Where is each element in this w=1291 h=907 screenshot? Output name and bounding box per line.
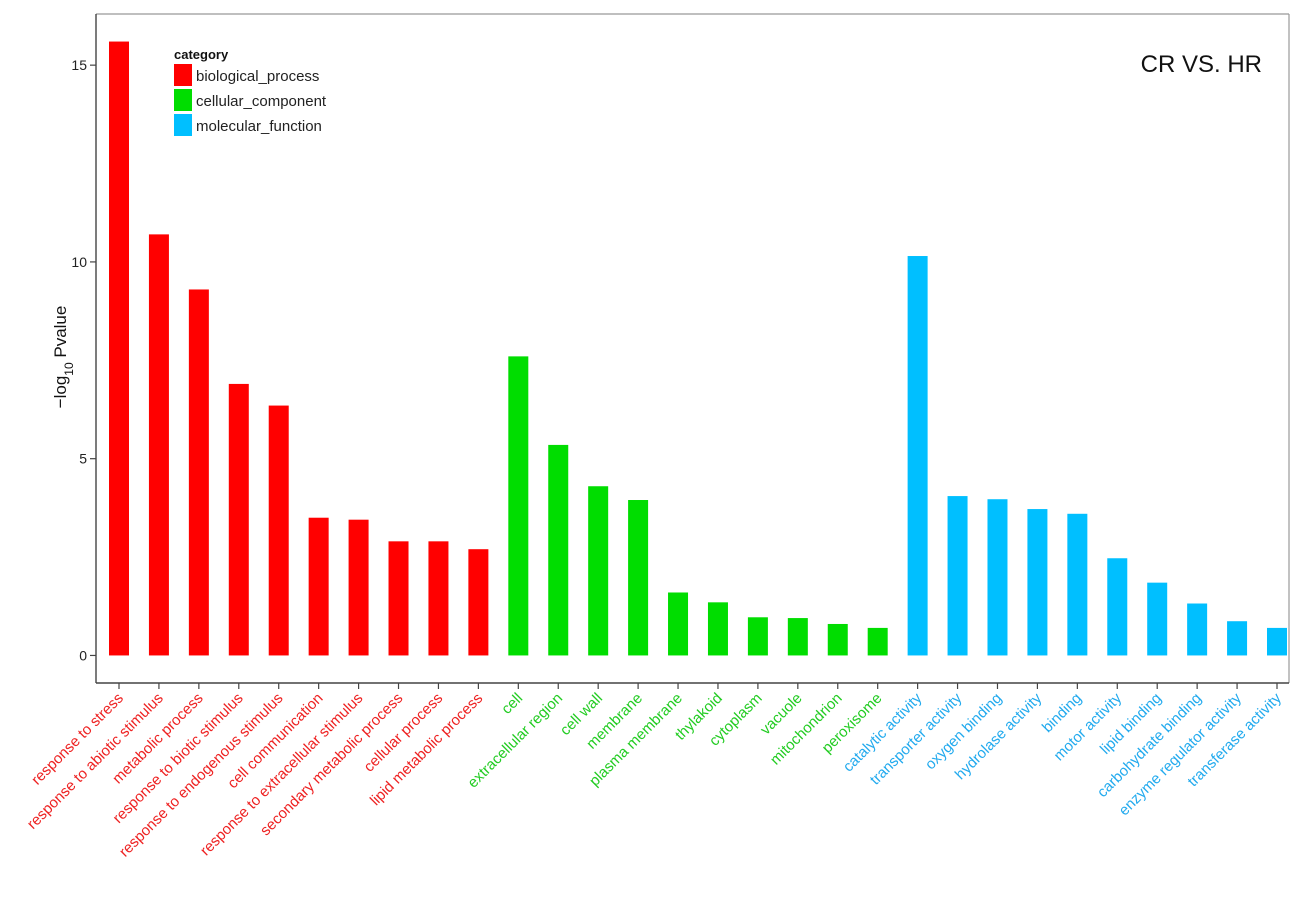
bar xyxy=(827,623,848,656)
bar xyxy=(188,289,209,656)
legend-swatch xyxy=(174,64,192,86)
plot-frame xyxy=(95,13,1290,684)
bar xyxy=(508,356,529,656)
y-tick-label: 15 xyxy=(71,57,87,73)
bar xyxy=(468,549,489,656)
bar xyxy=(1267,627,1287,656)
bar xyxy=(1187,603,1208,656)
legend-entry-label: cellular_component xyxy=(196,93,327,110)
bar xyxy=(588,486,609,656)
bar xyxy=(109,41,129,656)
legend-title: category xyxy=(174,47,229,62)
bar xyxy=(228,383,249,656)
bar xyxy=(747,617,768,656)
y-tick-label: 5 xyxy=(79,451,87,467)
legend-swatch xyxy=(174,89,192,111)
bar xyxy=(388,541,409,656)
bar xyxy=(1027,509,1048,656)
x-tick-label: cell xyxy=(498,690,526,718)
bar xyxy=(548,444,569,656)
bar xyxy=(1107,558,1128,656)
bar xyxy=(268,405,289,656)
bar xyxy=(787,618,808,656)
bar xyxy=(867,627,888,656)
bar xyxy=(428,541,449,656)
y-axis-label: −log10 Pvalue xyxy=(51,306,76,409)
bar xyxy=(1227,621,1248,656)
bar xyxy=(707,602,728,656)
bar xyxy=(148,234,169,656)
y-tick-label: 10 xyxy=(71,254,87,270)
bar xyxy=(348,519,369,656)
bars xyxy=(109,41,1287,656)
bar xyxy=(987,499,1008,656)
chart-annotation: CR VS. HR xyxy=(1141,51,1262,78)
bar xyxy=(1147,582,1168,656)
bar xyxy=(907,256,928,656)
legend-entry-label: molecular_function xyxy=(196,118,322,135)
y-tick-label: 0 xyxy=(79,647,87,663)
legend-swatch xyxy=(174,114,192,136)
y-axis: 0 5 10 15 xyxy=(71,57,96,663)
bar xyxy=(668,592,689,656)
bar xyxy=(1067,513,1088,656)
bar xyxy=(628,500,649,656)
legend: category biological_process cellular_comp… xyxy=(174,47,327,136)
legend-entry-label: biological_process xyxy=(196,68,319,85)
bar xyxy=(308,517,329,656)
bar xyxy=(947,496,968,656)
